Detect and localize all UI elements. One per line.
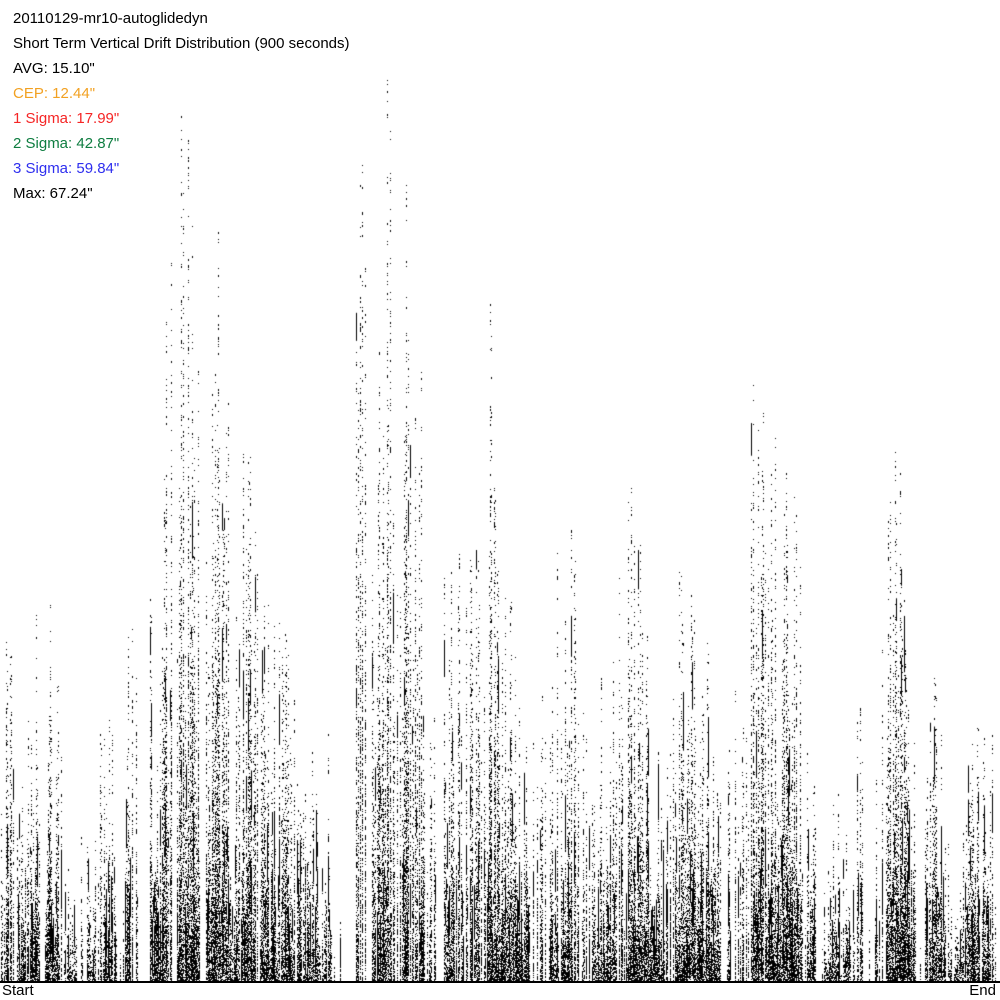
stat-2-sigma: 2 Sigma: 42.87" [13, 135, 120, 152]
stat-1-sigma: 1 Sigma: 17.99" [13, 110, 120, 127]
stat-avg: AVG: 15.10" [13, 60, 95, 77]
chart-header: 20110129-mr10-autoglidedyn Short Term Ve… [13, 6, 350, 206]
x-axis-end-label: End [969, 982, 996, 999]
stat-3-sigma: 3 Sigma: 59.84" [13, 160, 120, 177]
x-axis-start-label: Start [2, 982, 34, 999]
x-axis-line [0, 981, 1000, 983]
chart-title: 20110129-mr10-autoglidedyn [13, 10, 208, 27]
stat-max: Max: 67.24" [13, 185, 93, 202]
stat-cep: CEP: 12.44" [13, 85, 96, 102]
chart-subtitle: Short Term Vertical Drift Distribution (… [13, 35, 350, 52]
